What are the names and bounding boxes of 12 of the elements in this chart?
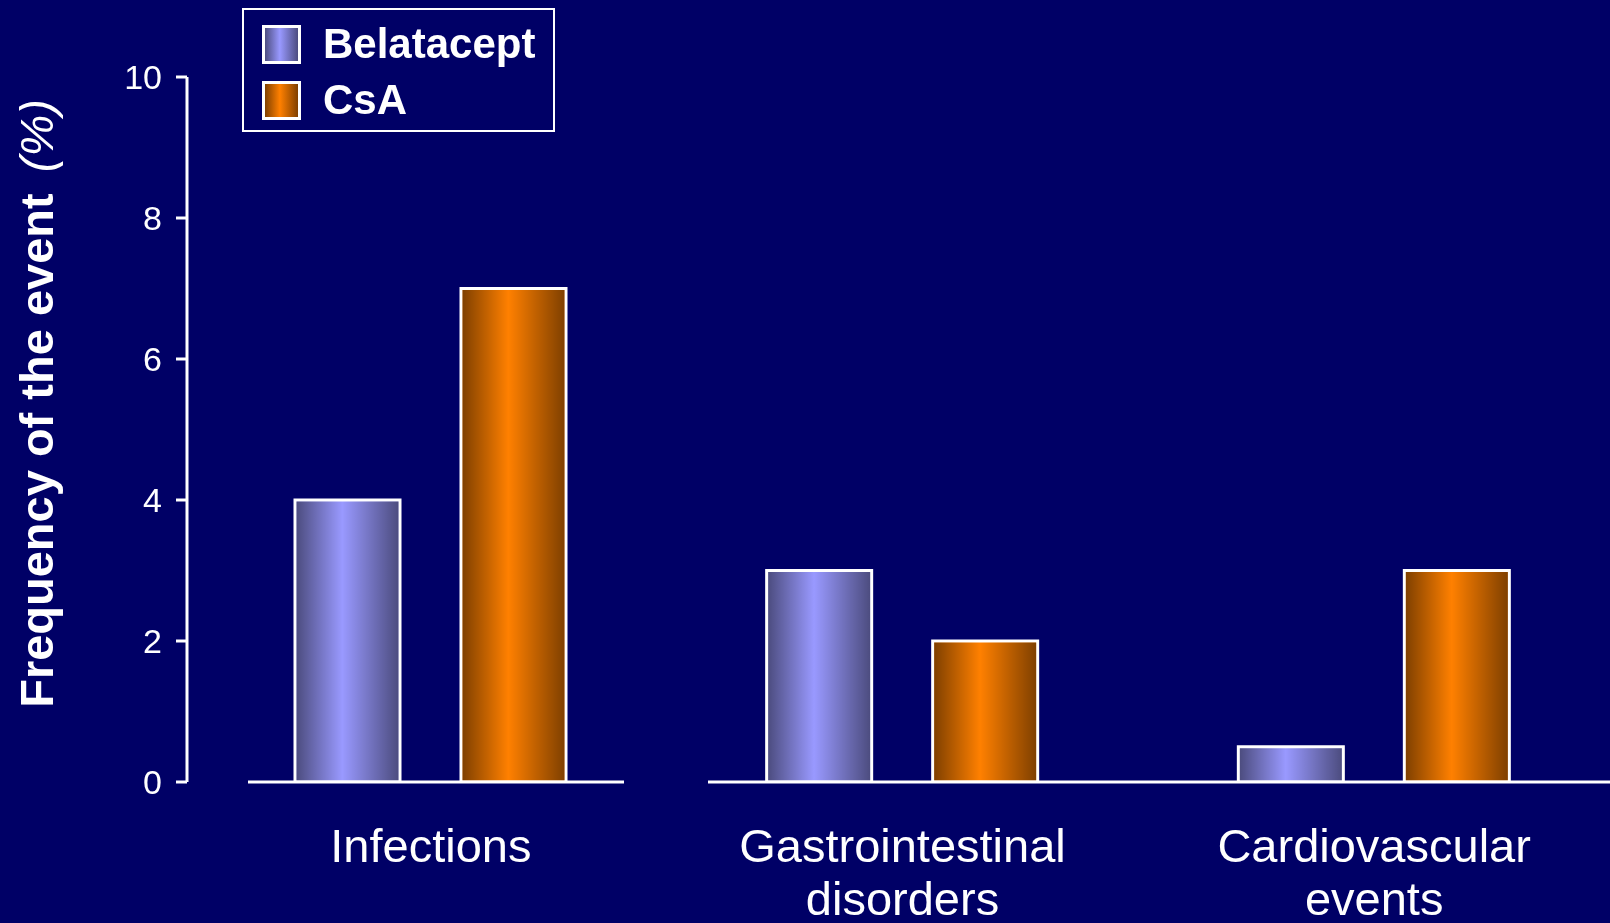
y-tick-label: 4 <box>143 481 162 520</box>
y-tick-label: 0 <box>143 763 162 802</box>
x-tick-label: Gastrointestinal disorders <box>739 819 1066 923</box>
y-axis-title: Frequency of the event (%) <box>9 99 63 708</box>
legend-label: CsA <box>323 76 408 124</box>
y-tick-label: 6 <box>143 340 162 379</box>
y-tick-label: 10 <box>124 58 162 97</box>
y-tick-label: 8 <box>143 199 162 238</box>
x-tick-label: Infections <box>330 819 532 872</box>
x-tick-label: Cardiovascular events <box>1217 819 1531 923</box>
y-tick-label: 2 <box>143 622 162 661</box>
legend-label: Belatacept <box>323 20 536 68</box>
